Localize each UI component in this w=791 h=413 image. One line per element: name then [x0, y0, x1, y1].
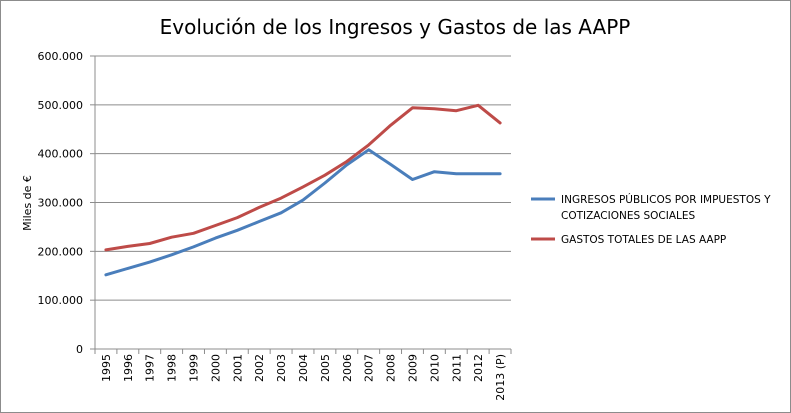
y-tick-label: 300.000	[38, 197, 84, 210]
x-tick-label: 2002	[253, 354, 266, 382]
x-tick-label: 1996	[122, 354, 135, 382]
legend-label-1: INGRESOS PÚBLICOS POR IMPUESTOS Y	[561, 193, 771, 206]
x-tick-label: 2005	[319, 354, 332, 382]
x-tick-label: 2006	[341, 354, 354, 382]
y-tick-label: 0	[76, 343, 83, 356]
y-tick-label: 600.000	[38, 50, 84, 63]
x-tick-label: 1999	[188, 354, 201, 382]
series-line-2	[104, 103, 502, 252]
x-tick-label: 2008	[385, 354, 398, 382]
x-tick-label: 2009	[406, 354, 419, 382]
y-axis-label: Miles de €	[21, 175, 34, 231]
y-tick-label: 200.000	[38, 245, 84, 258]
chart-title: Evolución de los Ingresos y Gastos de la…	[160, 15, 631, 39]
x-tick-label: 1998	[166, 354, 179, 382]
legend: INGRESOS PÚBLICOS POR IMPUESTOS Y COTIZAC…	[531, 193, 771, 246]
x-tick-label: 1997	[144, 354, 157, 382]
series-lines	[104, 103, 502, 277]
legend-label-1: COTIZACIONES SOCIALES	[561, 210, 696, 222]
x-tick-label: 2013 (P)	[494, 354, 507, 401]
x-tick-label: 2000	[209, 354, 222, 382]
grid-lines	[95, 55, 511, 301]
y-tick-label: 100.000	[38, 294, 84, 307]
x-tick-label: 2001	[231, 354, 244, 382]
x-tick-label: 2003	[275, 354, 288, 382]
x-tick-label: 2010	[428, 354, 441, 382]
y-tick-label: 400.000	[38, 148, 84, 161]
x-axis-ticks: 1995 1996 1997 1998 1999 2000 2001 2002 2003 2004…	[94, 349, 512, 401]
axes	[94, 56, 511, 350]
x-tick-label: 1995	[100, 354, 113, 382]
x-tick-label: 2007	[363, 354, 376, 382]
x-tick-label: 2004	[297, 354, 310, 382]
y-axis-ticks: 0 100.000 200.000 300.000 400.000 500.000 600.…	[38, 50, 95, 356]
legend-label-2: GASTOS TOTALES DE LAS AAPP	[561, 234, 726, 246]
x-tick-label: 2011	[450, 354, 463, 382]
series-line-1	[104, 148, 502, 277]
x-tick-label: 2012	[472, 354, 485, 382]
y-tick-label: 500.000	[38, 99, 84, 112]
